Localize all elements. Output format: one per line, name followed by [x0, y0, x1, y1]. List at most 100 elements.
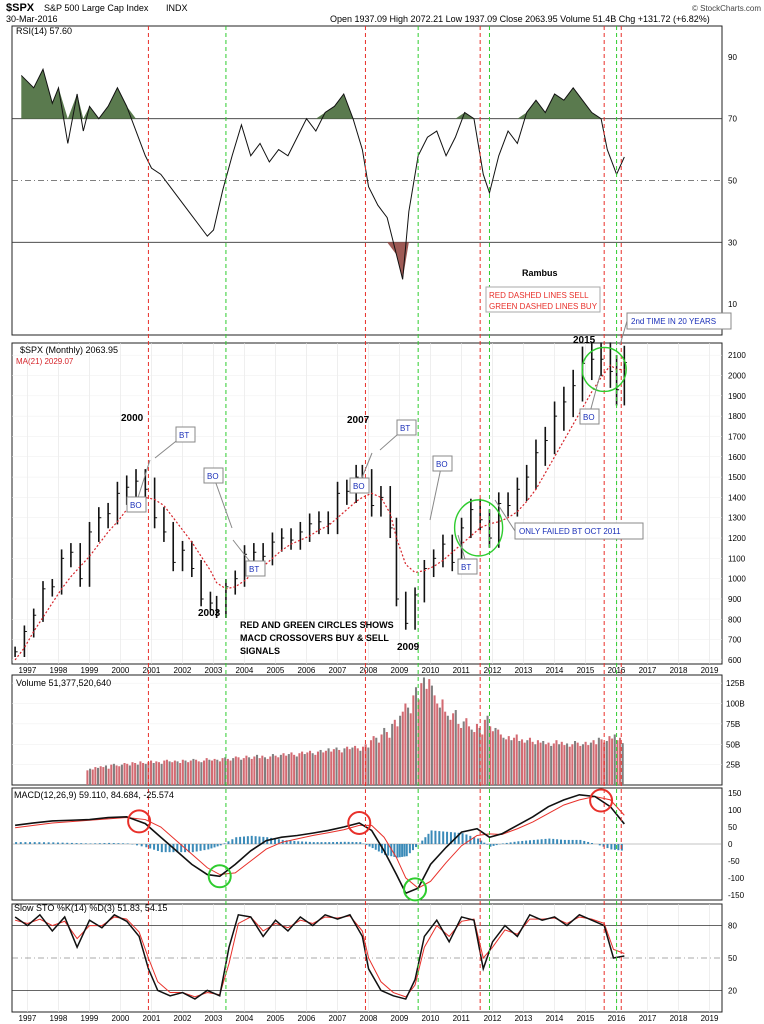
volume-bar	[195, 759, 198, 785]
volume-bar	[555, 740, 558, 785]
macd-histogram-bar	[411, 844, 414, 851]
x-tick-label-mid: 2009	[391, 666, 409, 675]
macd-histogram-bar	[343, 841, 346, 844]
peak-2015-label: 2015	[573, 335, 596, 346]
volume-bar	[107, 768, 110, 785]
macd-line	[14, 793, 625, 895]
volume-bar	[600, 739, 603, 785]
macd-histogram-bar	[591, 842, 594, 844]
volume-bar	[587, 745, 590, 785]
volume-bar	[86, 770, 89, 785]
volume-bar	[192, 758, 195, 785]
macd-histogram-bar	[293, 840, 296, 844]
macd-histogram-bar	[517, 841, 520, 844]
macd-histogram-bar	[492, 844, 495, 846]
volume-bar	[91, 769, 94, 785]
macd-histogram-bar	[216, 844, 219, 847]
price-y-tick: 2100	[728, 351, 746, 360]
macd-histogram-bar	[297, 841, 300, 844]
macd-histogram-bar	[567, 839, 570, 844]
x-tick-label-mid: 2006	[298, 666, 316, 675]
macd-histogram-bar	[347, 841, 350, 844]
macd-histogram-bar	[430, 830, 433, 844]
volume-bar	[316, 751, 319, 785]
volume-bar	[163, 760, 166, 785]
macd-histogram-bar	[312, 842, 315, 844]
x-tick-label-mid: 2010	[422, 666, 440, 675]
volume-bar	[208, 759, 211, 785]
macd-histogram-bar	[117, 843, 120, 844]
volume-bar	[536, 740, 539, 785]
x-tick-label-bottom: 2001	[143, 1014, 161, 1023]
bt-callout-2009-text: BT	[461, 563, 471, 572]
macd-histogram-bar	[560, 839, 563, 844]
volume-bar	[473, 732, 476, 785]
volume-bar	[544, 744, 547, 785]
volume-bar	[457, 723, 460, 785]
x-tick-label-bottom: 1998	[50, 1014, 68, 1023]
volume-y-tick: 75B	[726, 720, 740, 729]
legend-buy-text: GREEN DASHED LINES BUY	[489, 302, 598, 311]
volume-bar	[414, 687, 418, 785]
volume-bar	[165, 759, 168, 785]
volume-bar	[452, 713, 455, 785]
macd-histogram-bar	[199, 844, 202, 851]
volume-bar	[611, 738, 614, 785]
macd-histogram-bar	[84, 843, 87, 844]
legend-sell-text: RED DASHED LINES SELL	[489, 291, 589, 300]
volume-bar	[420, 683, 423, 785]
macd-histogram-bar	[156, 844, 159, 851]
macd-histogram-bar	[405, 844, 408, 857]
volume-bar	[407, 707, 410, 785]
macd-histogram-bar	[368, 844, 371, 847]
volume-bar	[142, 763, 145, 785]
macd-histogram-bar	[43, 842, 46, 844]
bo-callout-2003-box	[203, 467, 224, 484]
macd-histogram-bar	[434, 830, 437, 844]
index-name: S&P 500 Large Cap Index	[44, 3, 149, 13]
macd-histogram-bar	[191, 844, 194, 853]
x-tick-label-bottom: 2016	[608, 1014, 626, 1023]
volume-bar	[224, 757, 227, 785]
volume-bar	[359, 750, 362, 785]
macd-histogram-bar	[610, 844, 613, 850]
macd-y-tick: -100	[728, 874, 745, 883]
macd-histogram-bar	[332, 842, 335, 844]
volume-bar	[99, 766, 102, 785]
macd-histogram-bar	[540, 839, 543, 844]
macd-histogram-bar	[308, 841, 311, 844]
volume-bar	[497, 729, 500, 785]
trough-2003-label: 2003	[198, 608, 221, 619]
x-tick-label-bottom: 2018	[670, 1014, 688, 1023]
volume-bar	[351, 747, 354, 785]
volume-bar	[425, 688, 428, 785]
volume-bar	[314, 754, 317, 785]
volume-bar	[232, 758, 235, 785]
volume-bar	[494, 727, 497, 785]
macd-histogram-bar	[122, 843, 125, 844]
volume-bar	[102, 767, 105, 785]
macd-histogram-bar	[250, 835, 253, 844]
volume-bar	[391, 723, 394, 785]
macd-histogram-bar	[29, 842, 32, 844]
macd-histogram-bar	[377, 844, 380, 852]
macd-histogram-bar	[528, 840, 531, 844]
x-tick-label-mid: 2017	[639, 666, 657, 675]
volume-bar	[94, 767, 97, 785]
volume-bar	[566, 743, 569, 785]
volume-y-tick: 100B	[726, 700, 745, 709]
macd-histogram-bar	[477, 838, 480, 844]
volume-bar	[613, 734, 616, 785]
macd-histogram-bar	[606, 844, 609, 849]
macd-histogram-bar	[207, 844, 210, 850]
only-failed-pointer	[494, 499, 516, 532]
volume-bar	[581, 744, 584, 785]
volume-bar	[131, 762, 134, 785]
volume-bar	[619, 737, 622, 785]
x-tick-label-bottom: 2015	[577, 1014, 595, 1023]
macd-histogram-bar	[219, 844, 222, 846]
macd-histogram-bar	[277, 839, 280, 844]
volume-bar	[412, 695, 415, 785]
macd-histogram-bar	[415, 844, 418, 848]
volume-bar	[181, 759, 184, 785]
